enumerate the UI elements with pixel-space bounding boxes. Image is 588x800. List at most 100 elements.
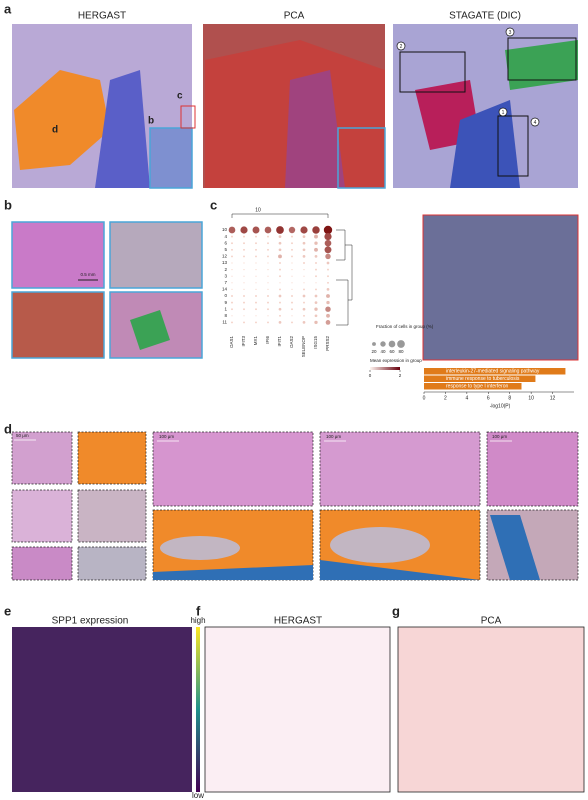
dot <box>302 235 306 238</box>
dot <box>323 225 333 235</box>
dot <box>314 247 318 252</box>
dot <box>267 321 269 324</box>
panel-title: PCA <box>284 11 305 22</box>
dot <box>279 275 281 278</box>
dot <box>314 234 318 239</box>
dot <box>314 314 318 318</box>
legend-dot <box>388 340 396 348</box>
dot <box>231 268 233 271</box>
legend-title: Mean expression in group <box>370 358 422 363</box>
dot <box>231 282 233 284</box>
dot <box>314 301 318 304</box>
legend-tick: 0 <box>369 373 372 378</box>
dot <box>314 294 318 298</box>
dot <box>255 315 257 317</box>
region-label: 1 <box>502 110 505 116</box>
dot <box>243 262 245 264</box>
tissue-image-g <box>397 626 585 793</box>
legend-tick: 40 <box>380 349 386 354</box>
tissue-images-d <box>11 431 579 581</box>
x-tick-label: 0 <box>423 395 426 401</box>
dot <box>325 253 331 260</box>
cluster-label: 8 <box>224 313 227 318</box>
dot <box>243 275 245 277</box>
dot <box>267 308 269 311</box>
tissue-images-b <box>11 221 203 359</box>
dot <box>267 248 269 251</box>
dot <box>302 307 306 311</box>
gene-label: SELENOP <box>301 336 306 357</box>
panel-title: STAGATE (DIC) <box>449 11 521 22</box>
panel-label: d <box>4 421 12 436</box>
dot <box>302 321 306 324</box>
dot <box>278 307 282 311</box>
dot <box>300 226 308 234</box>
dot <box>267 242 269 245</box>
dot <box>243 282 245 284</box>
dot <box>243 308 245 311</box>
dot <box>326 294 330 298</box>
dot <box>243 248 245 251</box>
tissue-image-c <box>422 214 579 361</box>
dot <box>288 226 296 234</box>
dot <box>276 226 284 234</box>
dot <box>303 282 305 284</box>
cluster-label: 7 <box>224 280 227 285</box>
dot <box>291 315 293 317</box>
dot <box>255 235 257 238</box>
dot <box>291 255 293 258</box>
cluster-overlays-d <box>153 515 540 580</box>
cluster-label: 12 <box>222 254 228 259</box>
panel-label: f <box>196 603 201 618</box>
dot <box>231 275 233 277</box>
dot <box>315 288 317 291</box>
dot <box>255 268 257 271</box>
inset-label: d <box>52 125 58 136</box>
panel-label: g <box>392 603 400 618</box>
dot <box>255 248 257 251</box>
bar <box>424 368 566 375</box>
dot <box>326 313 330 318</box>
dot <box>325 306 331 312</box>
dot <box>326 288 330 291</box>
cluster-label: 14 <box>222 287 228 292</box>
dot <box>279 268 281 271</box>
colorbar-label: low <box>192 791 204 800</box>
dot <box>279 288 281 291</box>
dot <box>267 315 269 317</box>
dot <box>315 282 317 284</box>
x-tick-label: 6 <box>487 395 490 401</box>
dot <box>240 226 248 234</box>
legend-title: Fraction of cells in group (%) <box>376 324 434 329</box>
cluster-label: 2 <box>224 267 227 272</box>
dot <box>325 320 331 325</box>
dot <box>324 239 332 247</box>
dot <box>231 262 233 264</box>
gene-label: PRSS2 <box>325 336 330 351</box>
dot <box>279 262 281 264</box>
dot <box>243 315 245 317</box>
dot <box>278 321 282 324</box>
dot <box>278 294 282 298</box>
dot <box>327 275 329 278</box>
dot <box>302 294 306 298</box>
panel-label: a <box>4 1 12 16</box>
dot <box>243 235 245 238</box>
dot <box>279 301 281 304</box>
tissue-images-a <box>12 24 578 189</box>
dot <box>231 288 233 291</box>
dot <box>278 235 282 238</box>
dot <box>327 268 329 271</box>
dot <box>324 246 332 254</box>
dot <box>267 301 269 304</box>
bar <box>424 383 522 390</box>
dot <box>252 226 260 234</box>
dot <box>303 262 305 264</box>
dot <box>267 262 269 264</box>
dot <box>314 241 318 245</box>
gene-label: IFI6 <box>265 336 270 344</box>
dot <box>303 301 305 304</box>
scale-bar-label: 50 μm <box>16 433 29 438</box>
dot <box>291 321 293 324</box>
